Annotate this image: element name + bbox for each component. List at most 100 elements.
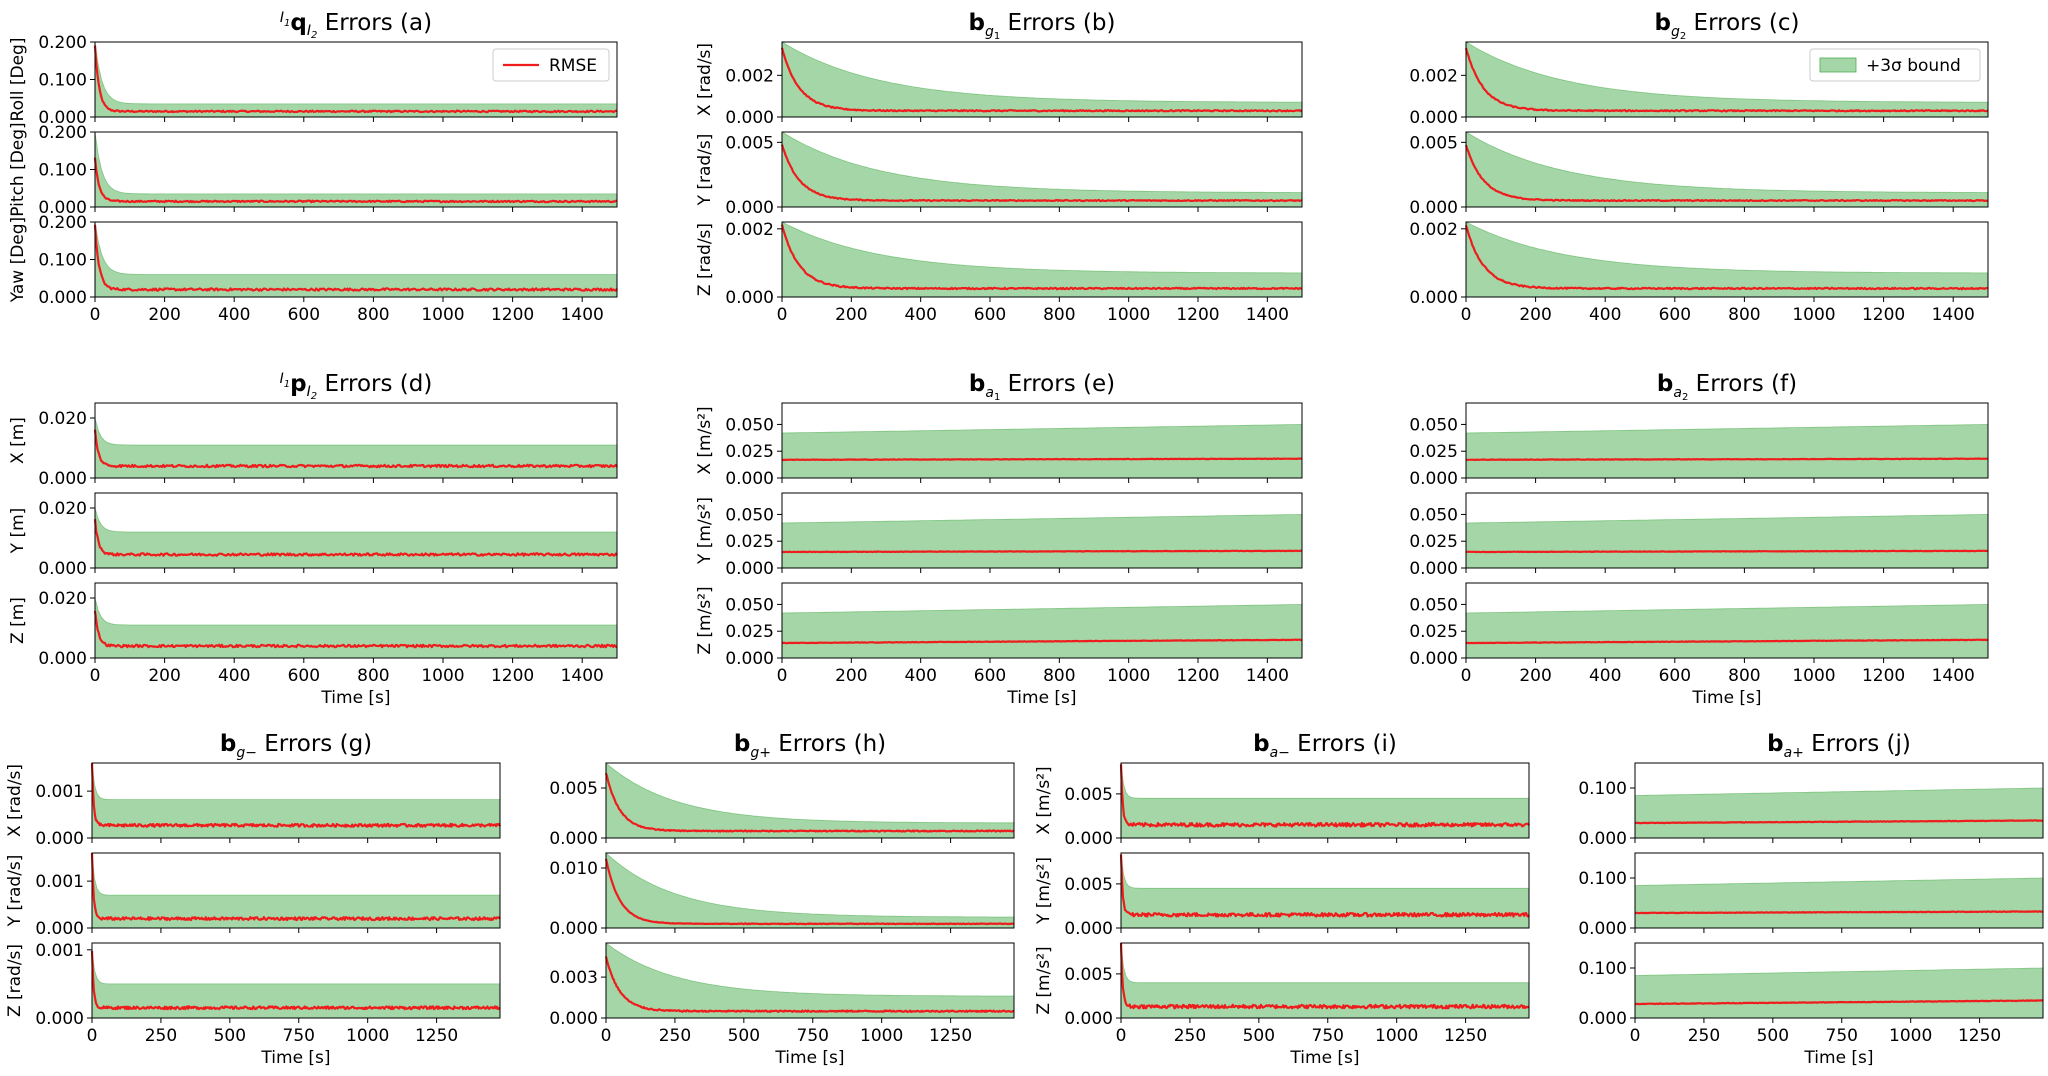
y-tick-label: 0.000	[1409, 108, 1458, 128]
axes-frame	[91, 762, 501, 839]
y-tick-label: 0.000	[725, 108, 774, 128]
x-tick-label: 0	[87, 1026, 98, 1046]
y-tick-label: 0.000	[1064, 1009, 1113, 1029]
x-tick-label: 1250	[1958, 1026, 2001, 1046]
panel-f: ba2 Errors (f)0.0000.0250.0500.0000.0250…	[1409, 371, 1989, 708]
axes-frame	[91, 942, 501, 1019]
x-tick-label: 800	[1728, 305, 1760, 325]
y-tick-label: 0.000	[725, 559, 774, 579]
rmse-line	[780, 144, 1303, 203]
subplot-f-2: 0.000 0.025 0.050 0 200 400 600 800 1000 1200 1400…	[1409, 582, 1989, 708]
bound-area	[94, 417, 618, 479]
subplot-j-1: 0.000 0.100	[1578, 852, 2044, 939]
axes-frame	[1120, 852, 1530, 929]
x-tick-label: 600	[1659, 305, 1691, 325]
subplot-f-0: 0.000 0.025 0.050	[1409, 402, 1989, 489]
bound-area	[781, 221, 1303, 298]
x-axis-label: Time [s]	[774, 1048, 844, 1068]
bound-area	[1120, 852, 1530, 929]
axes-frame	[781, 582, 1303, 659]
x-tick-label: 400	[218, 305, 250, 325]
subplot-e-1: 0.000 0.025 0.050 Y [m/s²]	[695, 492, 1303, 579]
bound-area	[605, 942, 1015, 1019]
y-tick-label: 0.020	[38, 589, 87, 609]
y-axis-label: X [m]	[8, 417, 28, 464]
rmse-line	[93, 518, 618, 557]
y-axis-label: Z [m]	[8, 597, 28, 644]
bound-area	[94, 221, 618, 298]
x-tick-label: 600	[1659, 666, 1691, 686]
x-tick-label: 1000	[421, 666, 464, 686]
bound-area	[94, 507, 618, 569]
x-tick-label: 1000	[1792, 666, 1835, 686]
x-tick-label: 750	[283, 1026, 315, 1046]
x-tick-label: 750	[797, 1026, 829, 1046]
subplot-g-2: 0.000 0.001 Z [rad/s] 0 250 500 750 1000 1250 Tim…	[5, 941, 501, 1068]
y-tick-label: 0.050	[725, 595, 774, 615]
subplot-h-2: 0.000 0.003 0 250 500 750 1000 1250 Time [s]	[549, 942, 1015, 1068]
y-tick-label: 0.020	[38, 499, 87, 519]
x-tick-label: 1000	[421, 305, 464, 325]
axes-frame	[1465, 131, 1989, 208]
x-tick-label: 500	[728, 1026, 760, 1046]
axes-frame	[91, 852, 501, 929]
legend-box	[492, 48, 610, 82]
x-tick-label: 250	[145, 1026, 177, 1046]
rmse-line	[1464, 47, 1989, 113]
y-tick-label: 0.002	[725, 66, 774, 86]
legend-rmse-label: RMSE	[549, 56, 597, 76]
x-tick-label: 1000	[1889, 1026, 1932, 1046]
axes-frame	[1465, 41, 1989, 118]
x-axis-label: Time [s]	[1006, 688, 1076, 708]
subplot-c-1: 0.000 0.005	[1409, 131, 1989, 218]
x-tick-label: 600	[288, 305, 320, 325]
legend: +3σ bound	[1809, 48, 1981, 82]
y-tick-label: 0.003	[549, 968, 598, 988]
y-tick-label: 0.100	[1578, 959, 1627, 979]
y-tick-label: 0.002	[725, 220, 774, 240]
panel-title: ba2 Errors (f)	[1657, 371, 1797, 403]
axes-frame	[1465, 221, 1989, 298]
x-tick-label: 400	[904, 666, 936, 686]
panel-title: bg− Errors (g)	[220, 731, 372, 761]
x-tick-label: 0	[1630, 1026, 1641, 1046]
panel-title: bg+ Errors (h)	[734, 731, 886, 761]
y-tick-label: 0.000	[1409, 198, 1458, 218]
bound-area	[1465, 131, 1989, 208]
y-tick-label: 0.100	[38, 71, 87, 91]
rmse-line	[93, 157, 618, 204]
y-tick-label: 0.002	[1409, 66, 1458, 86]
x-tick-label: 1400	[1932, 666, 1975, 686]
x-tick-label: 1400	[1246, 666, 1289, 686]
bound-area	[94, 131, 618, 208]
y-tick-label: 0.002	[1409, 220, 1458, 240]
x-tick-label: 800	[1728, 666, 1760, 686]
y-tick-label: 0.200	[38, 33, 87, 53]
rmse-line	[1464, 144, 1988, 203]
rmse-line	[90, 950, 501, 1011]
rmse-line	[90, 852, 501, 922]
y-tick-label: 0.000	[725, 469, 774, 489]
x-tick-label: 0	[90, 305, 101, 325]
subplot-b-0: 0.000 0.002 X [rad/s]	[695, 41, 1303, 128]
bound-area	[1120, 942, 1530, 1019]
axes-frame	[1120, 762, 1530, 839]
x-tick-label: 0	[90, 666, 101, 686]
axes-frame	[781, 492, 1303, 569]
x-tick-label: 1400	[561, 666, 604, 686]
x-tick-label: 0	[777, 666, 788, 686]
x-tick-label: 1400	[561, 305, 604, 325]
subplot-i-2: 0.000 0.005 Z [m/s²] 0 250 500 750 1000 1250 Time…	[1034, 942, 1530, 1068]
y-tick-label: 0.000	[38, 649, 87, 669]
y-axis-label: Z [m/s²]	[1034, 946, 1054, 1014]
axes-frame	[781, 131, 1303, 208]
panel-title: ba1 Errors (e)	[969, 371, 1115, 403]
bound-area	[94, 597, 618, 659]
x-tick-label: 0	[601, 1026, 612, 1046]
rmse-line	[780, 224, 1303, 291]
y-axis-label: Y [m]	[8, 508, 28, 555]
x-tick-label: 750	[1826, 1026, 1858, 1046]
bound-area	[781, 131, 1303, 208]
subplot-d-1: 0.000 0.020 Y [m]	[8, 492, 618, 579]
